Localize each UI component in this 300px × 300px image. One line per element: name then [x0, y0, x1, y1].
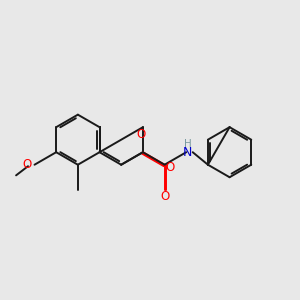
Text: N: N — [183, 146, 192, 159]
Text: O: O — [137, 128, 146, 141]
Text: O: O — [160, 190, 169, 203]
Text: O: O — [22, 158, 31, 171]
Text: H: H — [184, 139, 192, 149]
Text: O: O — [166, 161, 175, 175]
